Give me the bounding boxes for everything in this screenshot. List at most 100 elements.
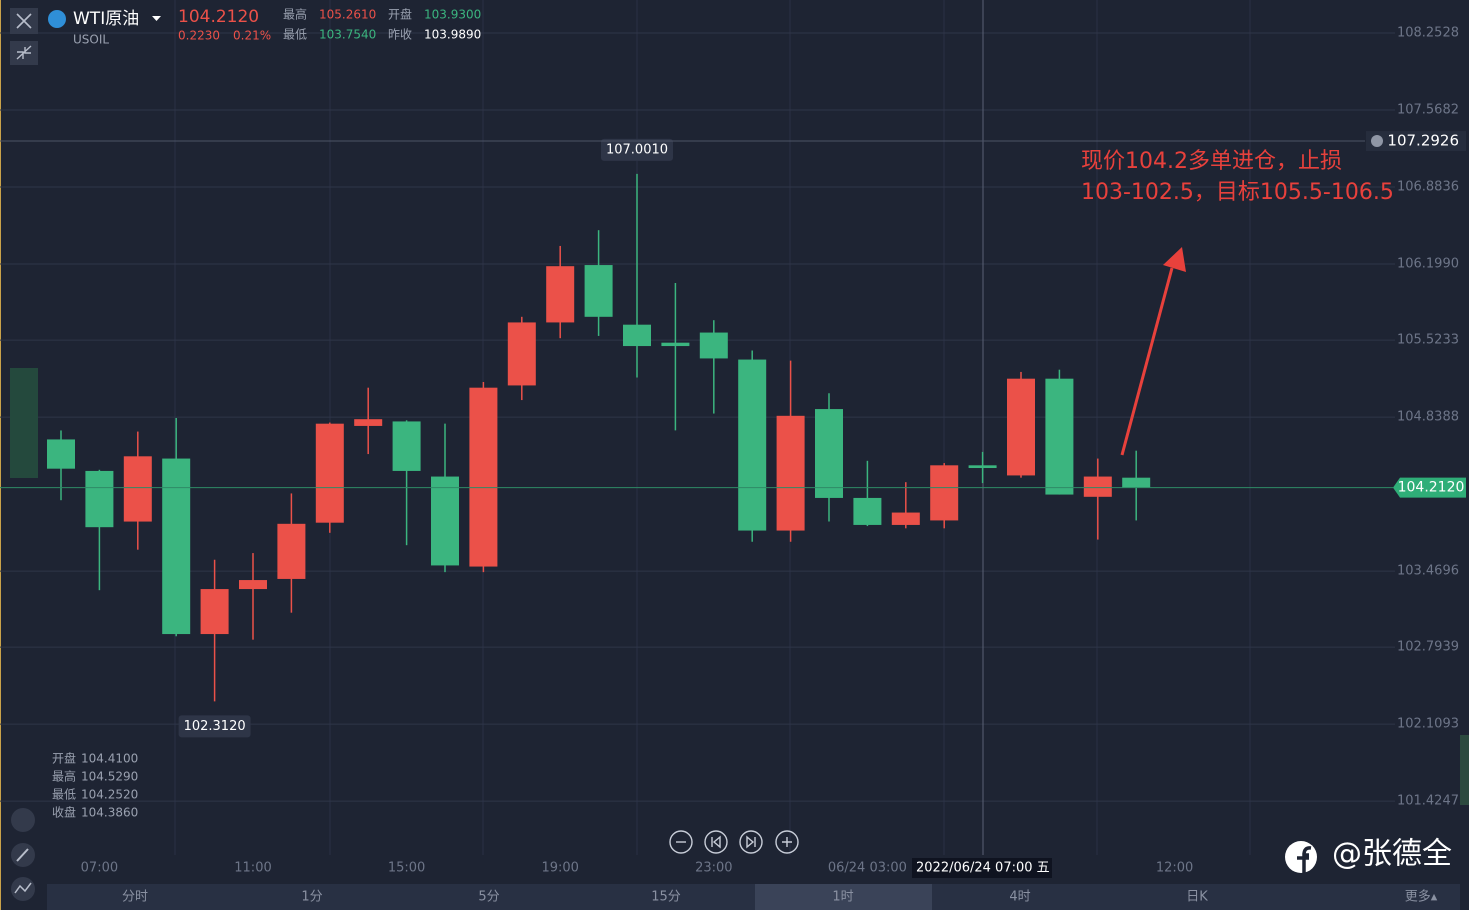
annotation: 103-102.5，目标105.5-106.5 xyxy=(1081,180,1394,205)
tab[interactable]: 1分 xyxy=(301,890,322,905)
candle-body xyxy=(853,497,882,525)
annotation-arrowhead xyxy=(1163,247,1186,272)
candle-body xyxy=(661,342,690,347)
candle-body xyxy=(623,324,651,347)
candle-body xyxy=(47,439,75,469)
x-tick-label: 07:00 xyxy=(81,861,118,876)
candle-body xyxy=(584,265,613,317)
annotation: 现价104.2多单进仓，止损 xyxy=(1081,149,1342,174)
readout-value: 104.4100 xyxy=(81,752,138,766)
candle-body xyxy=(1083,476,1112,497)
close-icon xyxy=(16,13,32,29)
tab[interactable]: 分时 xyxy=(122,890,148,905)
candle-body xyxy=(354,419,383,426)
stat-label: 开盘 xyxy=(388,7,412,22)
candle-body xyxy=(930,465,959,521)
tab[interactable]: 日K xyxy=(1186,890,1208,905)
scroll-handle[interactable] xyxy=(1460,735,1469,805)
x-tick-label: 06/24 03:00 xyxy=(828,861,907,876)
candle-body xyxy=(738,359,767,531)
side-indicator xyxy=(10,368,38,478)
readout-label: 收盘 xyxy=(52,805,76,820)
crosshair-label-box xyxy=(912,858,1052,878)
stat-label: 最高 xyxy=(283,7,307,22)
x-tick-label: 19:00 xyxy=(541,861,578,876)
edge xyxy=(0,0,1,910)
readout-label: 开盘 xyxy=(52,751,76,766)
y-tick-label: 104.8388 xyxy=(1397,410,1459,425)
extreme-label: 107.0010 xyxy=(606,142,668,157)
extreme-box xyxy=(601,138,673,161)
tab[interactable]: 4时 xyxy=(1009,890,1030,905)
readout-value: 104.3860 xyxy=(81,806,138,820)
candle-body xyxy=(968,465,997,469)
extreme-label: 102.3120 xyxy=(184,719,246,734)
side-tools xyxy=(11,735,1469,901)
y-tick-label: 103.4696 xyxy=(1397,564,1459,579)
crosshair-label: 2022/06/24 07:00 五 xyxy=(916,861,1050,876)
candle-body xyxy=(123,456,152,522)
candle-body xyxy=(200,589,229,635)
tab[interactable]: 15分 xyxy=(651,890,681,905)
stat-value: 103.7540 xyxy=(319,28,376,42)
stat-value: 103.9300 xyxy=(424,8,481,22)
tab[interactable]: 1时 xyxy=(832,890,853,905)
dropdown-arrow[interactable] xyxy=(152,16,161,21)
playback-controls xyxy=(669,830,799,854)
candle-body xyxy=(1045,378,1074,495)
y-tick-label: 106.1990 xyxy=(1397,257,1459,272)
candle-body xyxy=(162,458,191,635)
y-tick-label: 107.5682 xyxy=(1397,103,1459,118)
symbol-icon xyxy=(48,10,66,28)
tab-bar xyxy=(47,884,1460,910)
candle-body xyxy=(315,423,344,523)
y-tick-label: 102.1093 xyxy=(1397,717,1459,732)
price-tag xyxy=(1393,477,1466,498)
candle-body xyxy=(699,332,728,359)
candle-body xyxy=(507,322,536,386)
x-tick-label: 23:00 xyxy=(695,861,732,876)
tab-active xyxy=(755,884,932,910)
candle-body xyxy=(776,415,805,531)
extreme-box xyxy=(178,715,251,738)
candle-body xyxy=(239,580,267,590)
y-tick-label: 105.5233 xyxy=(1397,333,1459,348)
x-tick-label: 15:00 xyxy=(388,861,425,876)
symbol[interactable]: WTI原油 xyxy=(73,9,139,29)
candle-body xyxy=(1122,477,1151,488)
candle-body xyxy=(815,409,843,498)
collapse-icon xyxy=(16,45,32,60)
price: 104.2120 xyxy=(178,7,259,27)
alert-tag xyxy=(1366,131,1466,152)
stat-value: 103.9890 xyxy=(424,28,481,42)
watermark-logo-mark xyxy=(1297,846,1312,874)
stat-label: 昨收 xyxy=(388,28,412,42)
y-tick-label: 108.2528 xyxy=(1397,25,1459,40)
y-tick-label: 106.8836 xyxy=(1397,180,1459,195)
to-start[interactable] xyxy=(704,830,728,854)
watermark: @张德全 xyxy=(1332,837,1452,872)
tab[interactable]: 5分 xyxy=(478,890,499,905)
annotation-arrow xyxy=(1120,267,1174,456)
stat-value: 105.2610 xyxy=(319,8,376,22)
y-tick-label: 102.7939 xyxy=(1397,640,1459,655)
candle-body xyxy=(469,387,498,567)
zoom-out[interactable] xyxy=(669,830,693,854)
to-end[interactable] xyxy=(739,830,763,854)
candle-body xyxy=(891,512,920,525)
tool-button[interactable] xyxy=(11,808,35,832)
x-tick-label: 11:00 xyxy=(234,861,271,876)
alert-icon xyxy=(1371,135,1383,148)
stat-label: 最低 xyxy=(283,28,307,42)
candle-body xyxy=(546,266,575,323)
candle-body xyxy=(85,470,114,528)
readout-value: 104.2520 xyxy=(81,788,138,802)
y-tick-label: 101.4247 xyxy=(1397,794,1459,809)
zoom-in[interactable] xyxy=(775,830,799,854)
candle-body xyxy=(431,476,459,566)
tab[interactable]: 更多▴ xyxy=(1405,889,1438,905)
readout-value: 104.5290 xyxy=(81,770,138,784)
